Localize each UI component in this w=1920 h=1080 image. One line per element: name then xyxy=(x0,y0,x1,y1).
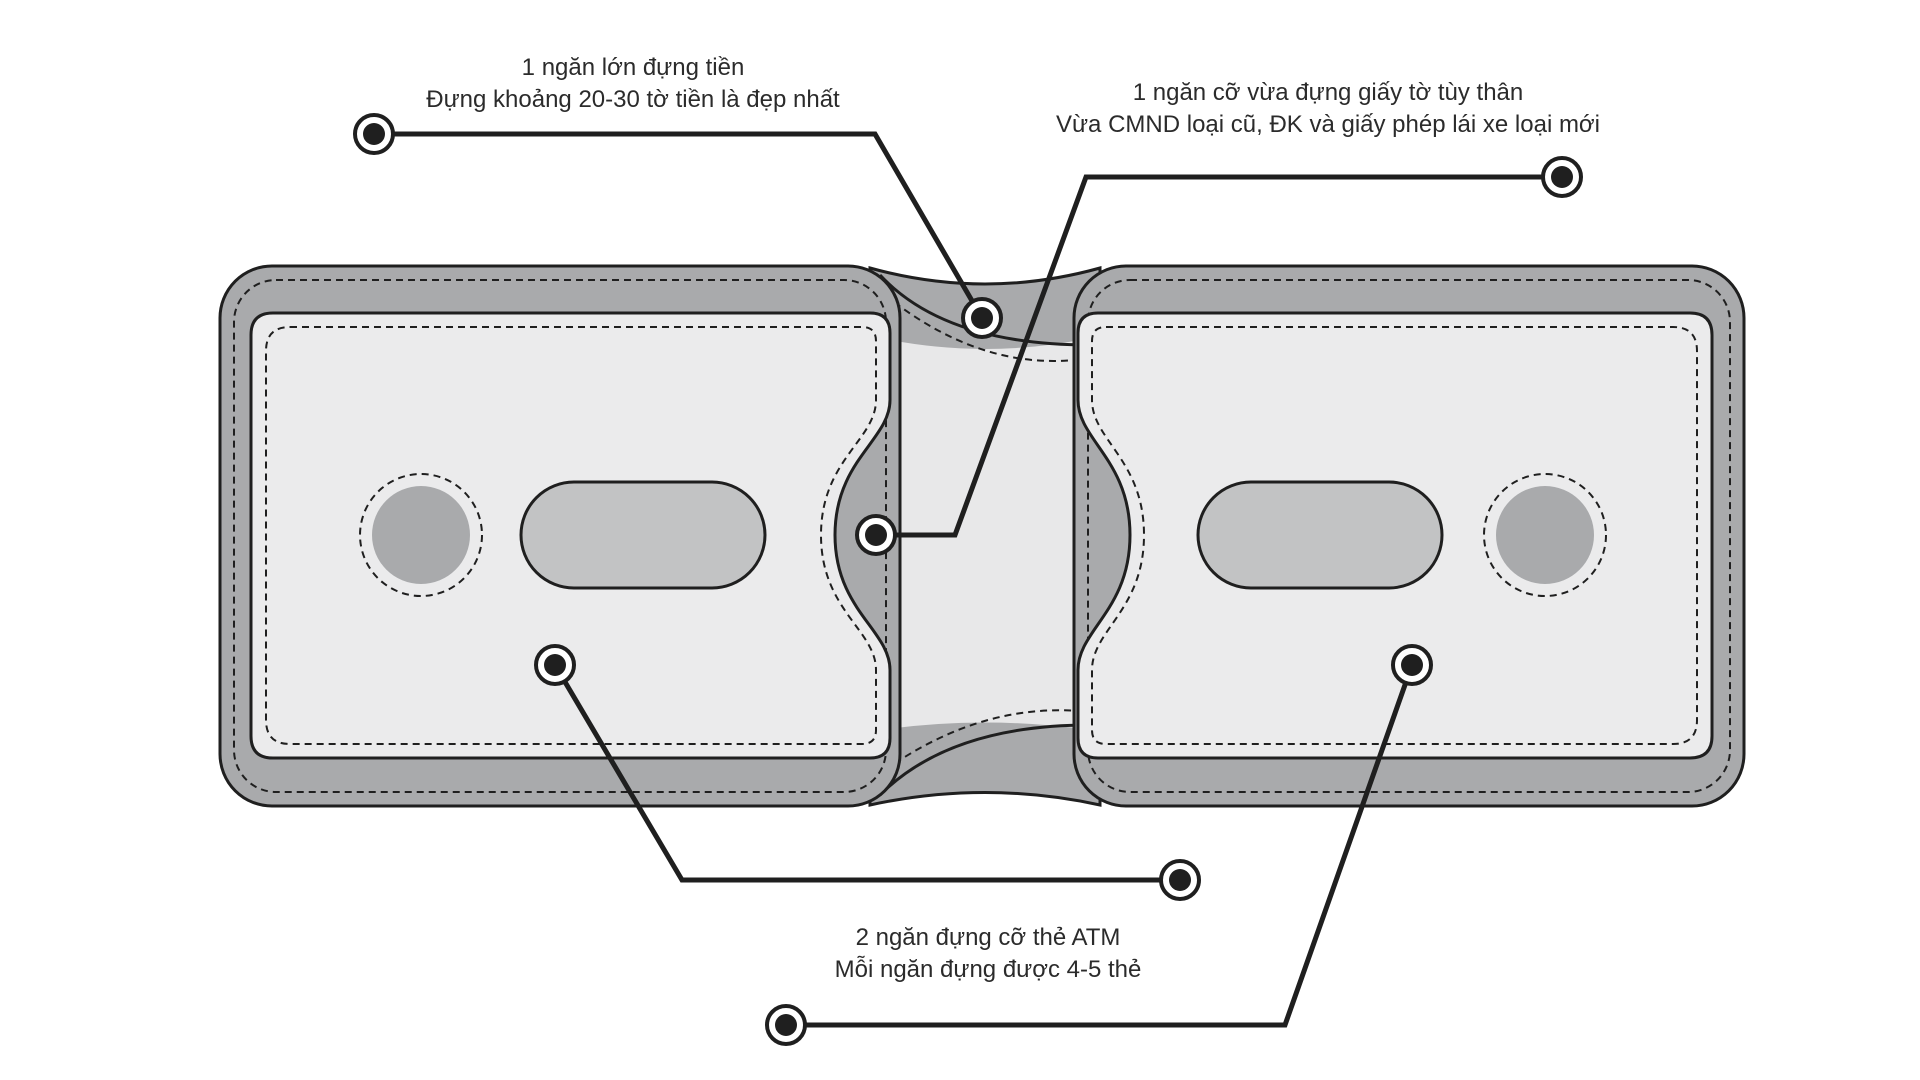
left-wing xyxy=(218,264,902,808)
marker-left-card-end xyxy=(534,644,576,686)
left-snap-button xyxy=(372,486,470,584)
left-card-slot xyxy=(519,480,767,590)
callout-id-title: 1 ngăn cỡ vừa đựng giấy tờ tùy thân xyxy=(1132,79,1524,106)
marker-right-card-start xyxy=(765,1004,807,1046)
leader-left-card-pocket xyxy=(552,663,1180,883)
id-document-pocket xyxy=(880,338,1090,730)
leader-id-pocket xyxy=(876,174,1562,538)
spine-top-stitch xyxy=(884,294,1091,362)
right-wing xyxy=(1072,264,1746,808)
callout-card-pockets: 2 ngăn đựng cỡ thẻ ATM Mỗi ngăn đựng đượ… xyxy=(835,922,1142,986)
callout-id-pocket: 1 ngăn cỡ vừa đựng giấy tờ tùy thân Vừa … xyxy=(1056,77,1600,141)
callout-money-title: 1 ngăn lớn đựng tiền xyxy=(521,54,745,81)
marker-id-end xyxy=(855,514,897,556)
callout-markers xyxy=(353,113,1583,1046)
callout-id-detail: Vừa CMND loại cũ, ĐK và giấy phép lái xe… xyxy=(1055,111,1601,138)
leader-right-card-pocket xyxy=(786,664,1415,1028)
right-card-slot xyxy=(1196,480,1444,590)
leader-money-pocket xyxy=(374,131,985,320)
marker-left-card-start xyxy=(1159,859,1201,901)
wallet-spine xyxy=(868,266,1102,807)
callout-leaders xyxy=(374,131,1562,1028)
marker-money-start xyxy=(353,113,395,155)
callout-money-pocket: 1 ngăn lớn đựng tiền Đựng khoảng 20-30 t… xyxy=(426,52,839,116)
callout-money-detail: Đựng khoảng 20-30 tờ tiền là đẹp nhất xyxy=(426,86,840,113)
spine-bottom-fold xyxy=(878,723,1091,797)
right-card-stitch xyxy=(1091,326,1698,745)
marker-right-card-end xyxy=(1391,644,1433,686)
callout-card-detail: Mỗi ngăn đựng được 4-5 thẻ xyxy=(834,956,1142,983)
marker-id-start xyxy=(1541,156,1583,198)
left-card-stitch xyxy=(265,326,877,745)
spine-bottom-stitch xyxy=(884,709,1091,771)
callout-card-title: 2 ngăn đựng cỡ thẻ ATM xyxy=(855,924,1121,951)
right-snap-button xyxy=(1496,486,1594,584)
right-outer-stitch xyxy=(1087,279,1731,793)
marker-money-end xyxy=(961,297,1003,339)
